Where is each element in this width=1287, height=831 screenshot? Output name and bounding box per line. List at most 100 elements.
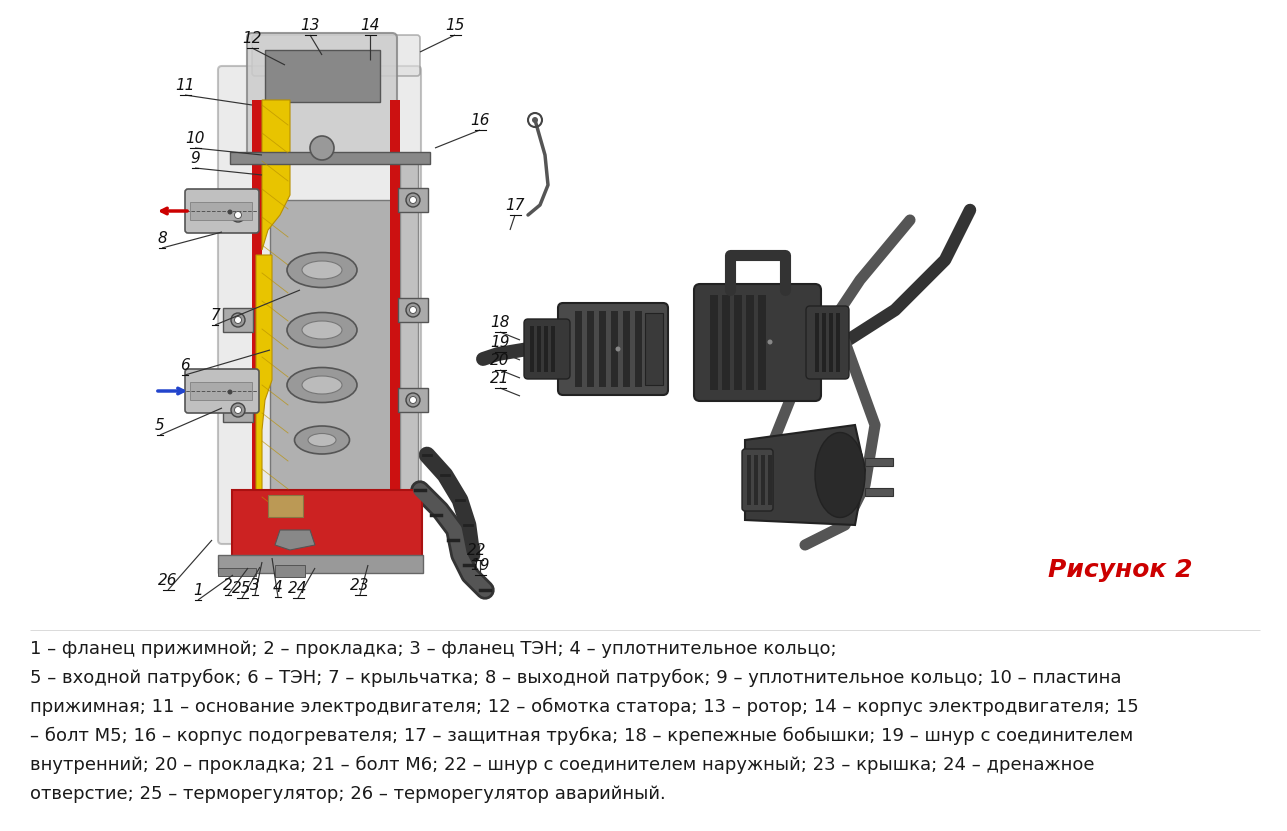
Bar [710,295,718,390]
Ellipse shape [287,312,356,347]
Circle shape [230,208,245,222]
Text: внутренний; 20 – прокладка; 21 – болт М6; 22 – шнур с соединителем наружный; 23 : внутренний; 20 – прокладка; 21 – болт М6… [30,756,1094,774]
Text: 17: 17 [506,198,525,213]
Text: отверстие; 25 – терморегулятор; 26 – терморегулятор аварийный.: отверстие; 25 – терморегулятор; 26 – тер… [30,785,665,803]
Ellipse shape [302,376,342,394]
Bar [190,382,252,400]
Ellipse shape [815,432,865,518]
Bar [754,455,758,505]
Bar [865,458,893,466]
Bar [829,313,833,372]
Text: 3: 3 [250,578,260,593]
Circle shape [228,390,233,395]
Bar [587,311,595,387]
FancyBboxPatch shape [806,306,849,379]
Bar [537,326,541,372]
Circle shape [405,393,420,407]
FancyBboxPatch shape [185,369,259,413]
Circle shape [405,303,420,317]
FancyBboxPatch shape [559,303,668,395]
Bar [544,326,548,372]
Text: 4: 4 [273,580,283,595]
Text: 13: 13 [300,18,319,33]
Text: 22: 22 [467,543,486,558]
Circle shape [234,212,242,219]
Bar [722,295,730,390]
Bar [815,313,819,372]
Bar [398,388,429,412]
Bar [634,311,642,387]
Bar [232,490,422,560]
Text: 24: 24 [288,581,308,596]
Circle shape [409,307,417,313]
FancyBboxPatch shape [694,284,821,401]
Circle shape [234,317,242,323]
Text: 7: 7 [210,308,220,323]
Bar [268,495,302,517]
Bar [398,298,429,322]
Bar [611,311,618,387]
Bar [623,311,631,387]
Bar [551,326,555,372]
Text: 2: 2 [223,578,233,593]
Bar [768,455,772,505]
Text: Рисунок 2: Рисунок 2 [1048,558,1192,582]
Bar [645,313,663,385]
Text: 19: 19 [470,558,490,573]
Bar [865,488,893,496]
Bar [190,202,252,220]
Ellipse shape [287,253,356,288]
Ellipse shape [287,367,356,402]
Bar [223,308,254,332]
Circle shape [532,117,538,123]
Circle shape [409,196,417,204]
Bar [575,311,582,387]
Text: 19: 19 [490,335,510,350]
Bar [746,455,752,505]
Polygon shape [275,530,315,550]
Text: 15: 15 [445,18,465,33]
Ellipse shape [302,321,342,339]
Bar [598,311,606,387]
Bar [734,295,743,390]
Text: 12: 12 [242,31,261,46]
Text: 16: 16 [470,113,490,128]
Bar [275,565,305,577]
FancyBboxPatch shape [524,319,570,379]
Text: 26: 26 [158,573,178,588]
FancyBboxPatch shape [247,33,396,163]
Circle shape [405,193,420,207]
Circle shape [234,406,242,414]
Ellipse shape [302,261,342,279]
Circle shape [615,347,620,352]
Bar [390,100,400,530]
Ellipse shape [295,426,350,454]
Polygon shape [745,425,865,525]
Text: 21: 21 [490,371,510,386]
Circle shape [230,313,245,327]
Bar [223,203,254,227]
Circle shape [228,209,233,214]
Bar [400,155,418,510]
FancyBboxPatch shape [252,35,420,76]
Polygon shape [263,100,290,250]
Text: 1: 1 [193,583,203,598]
FancyBboxPatch shape [743,449,773,511]
Bar [223,398,254,422]
Text: 5: 5 [156,418,165,433]
Text: 6: 6 [180,358,190,373]
Text: 9: 9 [190,151,199,166]
Circle shape [767,340,772,345]
Text: 10: 10 [185,131,205,146]
Text: 5 – входной патрубок; 6 – ТЭН; 7 – крыльчатка; 8 – выходной патрубок; 9 – уплотн: 5 – входной патрубок; 6 – ТЭН; 7 – крыль… [30,669,1121,687]
Bar [761,455,764,505]
Bar [822,313,826,372]
Bar [530,326,534,372]
Bar [398,188,429,212]
Text: 11: 11 [175,78,194,93]
Bar [746,295,754,390]
Circle shape [310,136,335,160]
Bar [265,50,380,102]
Bar [270,200,395,490]
Text: – болт М5; 16 – корпус подогревателя; 17 – защитная трубка; 18 – крепежные бобыш: – болт М5; 16 – корпус подогревателя; 17… [30,727,1134,745]
